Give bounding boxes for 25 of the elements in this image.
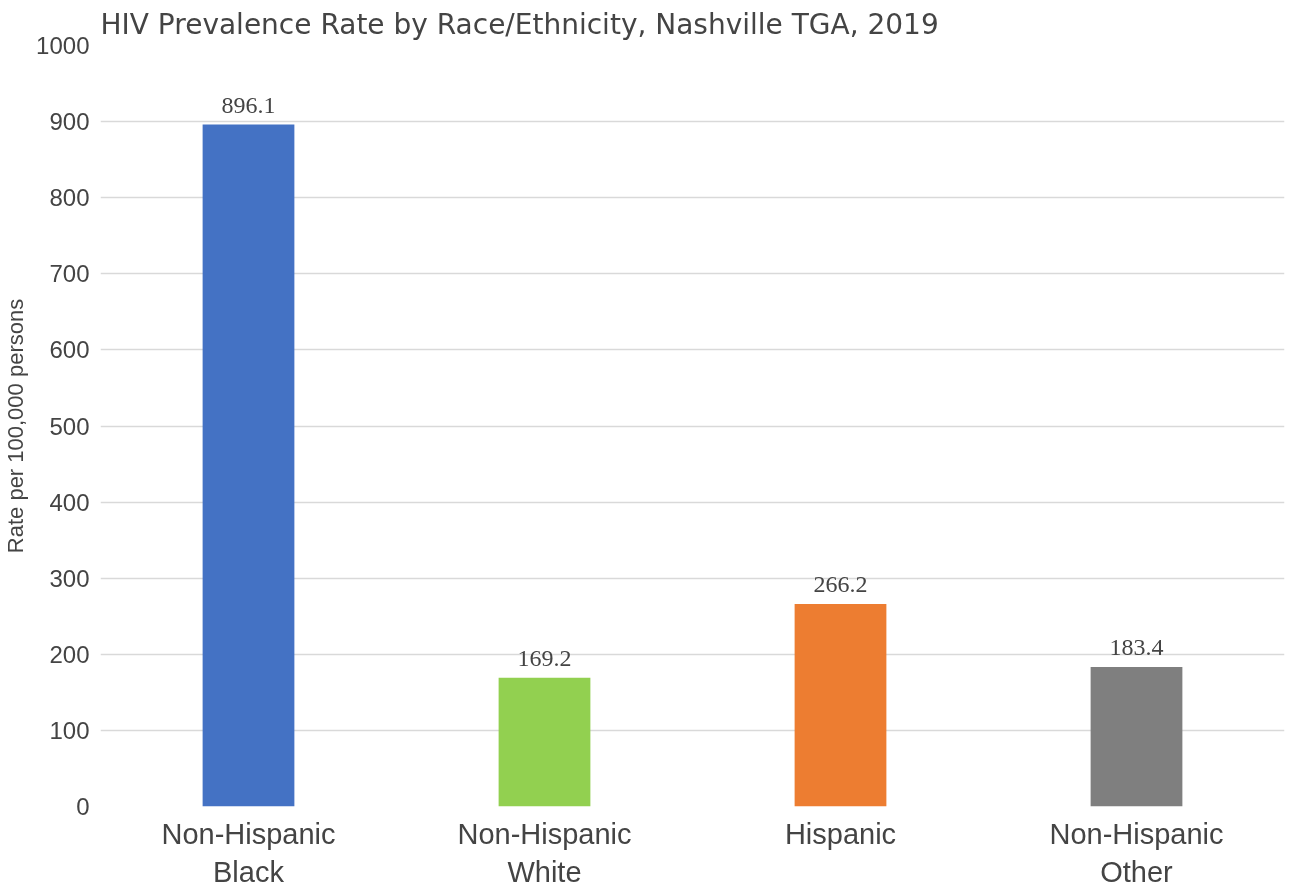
y-tick-label: 800 — [49, 184, 90, 212]
y-tick-label: 700 — [49, 260, 90, 288]
bar — [202, 124, 295, 807]
y-tick-label: 600 — [49, 336, 90, 364]
y-axis-title: Rate per 100,000 persons — [3, 298, 29, 554]
x-tick-label: Non-Hispanic White — [457, 817, 632, 888]
bar — [498, 677, 591, 807]
x-tick-label: Hispanic — [784, 817, 897, 850]
y-tick-label: 1000 — [36, 32, 90, 59]
chart-title: HIV Prevalence Rate by Race/Ethnicity, Nashville TGA, 2019 — [100, 7, 939, 41]
data-label: 183.4 — [1109, 633, 1164, 660]
y-tick-label: 0 — [76, 793, 90, 820]
x-tick-label: Non-Hispanic Black — [161, 817, 336, 888]
bar — [1090, 666, 1183, 807]
data-label: 896.1 — [221, 91, 276, 118]
data-label: 266.2 — [813, 570, 868, 597]
y-tick-label: 200 — [49, 640, 90, 668]
x-tick-label: Non-Hispanic Other — [1049, 817, 1224, 888]
y-tick-label: 500 — [49, 412, 90, 440]
y-tick-label: 400 — [49, 488, 90, 516]
y-tick-label: 300 — [49, 564, 90, 592]
bar — [794, 603, 887, 807]
y-tick-label: 100 — [49, 716, 90, 744]
data-label: 169.2 — [517, 644, 572, 671]
y-tick-label: 900 — [49, 108, 90, 136]
